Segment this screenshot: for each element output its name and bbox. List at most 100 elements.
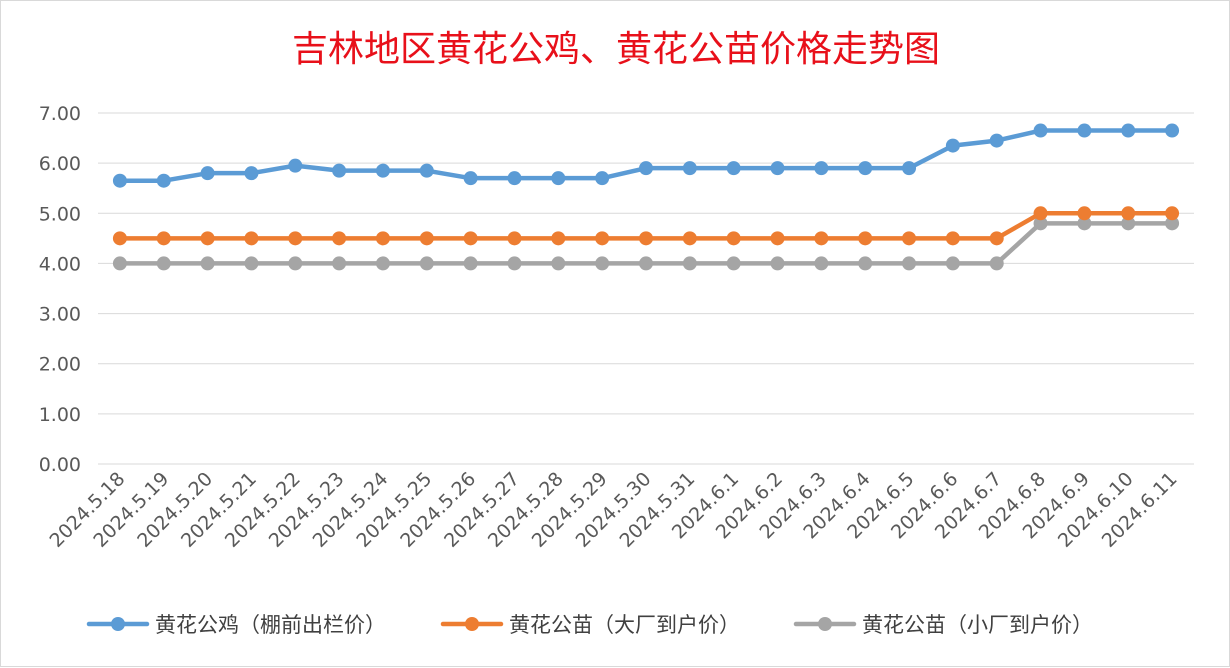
legend-label: 黄花公鸡（棚前出栏价） [155,613,386,637]
data-point [463,231,478,246]
legend-swatch-marker [465,617,479,631]
data-point [375,256,390,271]
data-point [332,256,347,271]
data-point [288,158,303,173]
data-point [419,256,434,271]
data-point [770,256,785,271]
data-point [945,231,960,246]
y-tick-label: 7.00 [39,103,81,125]
data-point [1121,216,1136,231]
data-point [989,256,1004,271]
data-point [858,231,873,246]
data-point [112,231,127,246]
data-point [244,231,259,246]
data-point [156,256,171,271]
data-point [1077,206,1092,221]
data-point [945,256,960,271]
data-point [1077,123,1092,138]
series-layer [112,123,1180,271]
data-point [682,231,697,246]
data-point [682,256,697,271]
y-tick-label: 5.00 [39,203,81,225]
data-point [726,256,741,271]
data-point [858,161,873,176]
legend-item: 黄花公鸡（棚前出栏价） [86,613,386,637]
data-point [375,231,390,246]
data-point [156,173,171,188]
y-axis-ticks: 0.00 1.00 2.00 3.00 4.00 5.00 6.00 7.00 [39,103,81,476]
data-point [507,171,522,186]
legend: 黄花公鸡（棚前出栏价） 黄花公苗（大厂到户价） 黄花公苗（小厂到户价） [86,613,1093,637]
data-point [463,171,478,186]
data-point [375,163,390,178]
data-point [1077,216,1092,231]
data-point [595,171,610,186]
data-point [726,161,741,176]
data-point [1033,216,1048,231]
data-point [507,256,522,271]
data-point [288,256,303,271]
series-3 [112,216,1180,271]
data-point [463,256,478,271]
data-point [682,161,697,176]
data-point [156,231,171,246]
data-point [112,256,127,271]
legend-swatch-marker [818,617,832,631]
data-point [595,231,610,246]
y-tick-label: 2.00 [39,354,81,376]
data-point [200,256,215,271]
data-point [639,231,653,246]
data-point [902,161,917,176]
data-point [814,231,829,246]
data-point [419,163,434,178]
data-point [200,231,215,246]
data-point [1033,123,1048,138]
data-point [989,133,1004,148]
data-point [332,231,347,246]
data-point [989,231,1004,246]
legend-label: 黄花公苗（小厂到户价） [862,613,1093,637]
data-point [595,256,610,271]
data-point [814,161,829,176]
series-2 [112,206,1180,246]
data-point [1165,123,1180,138]
legend-item: 黄花公苗（小厂到户价） [793,613,1093,637]
data-point [1121,123,1136,138]
x-axis-ticks: 2024.5.182024.5.192024.5.202024.5.212024… [46,468,1182,552]
data-point [1121,206,1136,221]
data-point [814,256,829,271]
data-point [770,161,785,176]
data-point [244,166,259,181]
data-point [902,231,917,246]
data-point [288,231,303,246]
data-point [244,256,259,271]
data-point [639,256,653,271]
chart-title: 吉林地区黄花公鸡、黄花公苗价格走势图 [292,29,940,70]
data-point [945,138,960,153]
data-point [1033,206,1048,221]
y-tick-label: 6.00 [39,153,81,175]
y-tick-label: 3.00 [39,304,81,326]
data-point [902,256,917,271]
data-point [1165,216,1180,231]
legend-swatch-marker [111,617,125,631]
legend-item: 黄花公苗（大厂到户价） [440,613,740,637]
y-tick-label: 1.00 [39,404,81,426]
data-point [726,231,741,246]
data-point [551,171,566,186]
y-tick-label: 0.00 [39,454,81,476]
data-point [507,231,522,246]
data-point [858,256,873,271]
data-point [332,163,347,178]
data-point [551,231,566,246]
legend-label: 黄花公苗（大厂到户价） [509,613,740,637]
data-point [419,231,434,246]
data-point [639,161,653,176]
data-point [1165,206,1180,221]
series-1 [112,123,1180,188]
data-point [112,173,127,188]
data-point [200,166,215,181]
data-point [770,231,785,246]
